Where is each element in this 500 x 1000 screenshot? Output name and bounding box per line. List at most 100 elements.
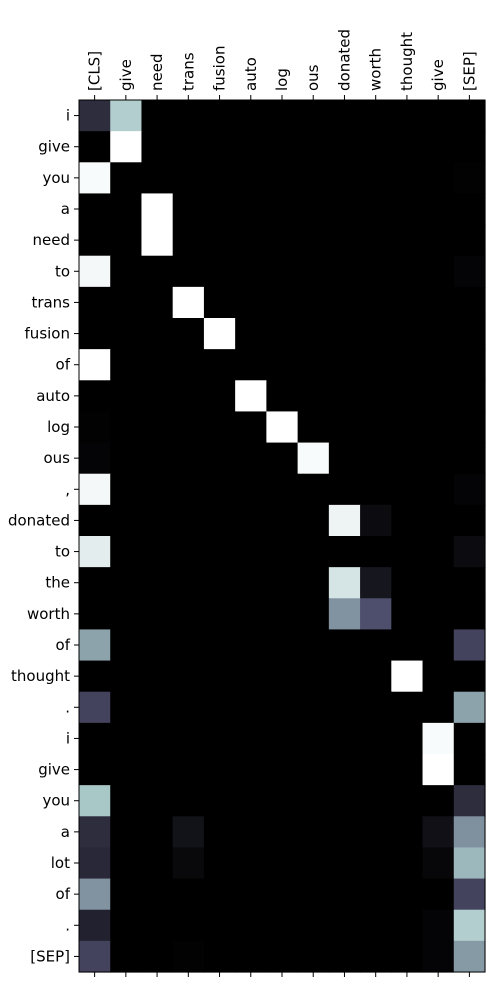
heatmap-cell [297,878,330,911]
heatmap-cells [79,100,486,973]
heatmap-cell [172,100,205,132]
heatmap-cell [453,536,486,568]
heatmap-cell [297,193,330,226]
heatmap-cell [360,691,392,724]
heatmap-cell [453,754,486,786]
heatmap-cell [297,847,330,880]
heatmap-cell [422,380,455,413]
y-tick-label: to [55,262,70,280]
heatmap-cell [453,411,486,444]
y-tick-label: i [66,729,70,747]
y-tick-label: trans [31,293,70,311]
heatmap-cell [203,504,236,537]
heatmap-cell [235,411,267,444]
y-tick-label: to [55,543,70,561]
heatmap-cell [110,785,143,817]
heatmap-cell [203,224,236,257]
heatmap-cell [297,598,330,631]
heatmap-cell [235,660,267,693]
heatmap-cell [79,598,111,631]
heatmap-cell [453,131,486,163]
x-tick-label: auto [242,57,260,91]
heatmap-cell [453,442,486,475]
y-tick-label: auto [36,387,70,405]
heatmap-cell [172,940,205,973]
heatmap-cell [328,878,361,911]
x-tick-label: ous [304,64,322,91]
heatmap-cell [391,504,424,537]
heatmap-cell [328,754,361,786]
heatmap-cell [266,660,299,693]
heatmap-cell [141,224,174,257]
heatmap-cell [328,536,361,568]
heatmap-cell [141,722,174,755]
heatmap-cell [235,380,267,413]
heatmap-cell [235,349,267,381]
heatmap-cell [110,442,143,475]
heatmap-cell [172,785,205,817]
heatmap-cell [360,660,392,693]
heatmap-cell [172,473,205,506]
heatmap-cell [422,816,455,849]
y-tick-label: the [45,574,70,592]
heatmap-cell [391,411,424,444]
heatmap-cell [360,193,392,226]
y-tick-label: . [65,916,70,934]
heatmap-cell [110,318,143,350]
heatmap-cell [328,909,361,942]
y-tick-label: of [56,356,71,374]
heatmap-cell [79,940,111,973]
heatmap-cell [360,442,392,475]
y-tick-label: i [66,107,70,125]
heatmap-cell [203,380,236,413]
heatmap-cell [235,286,267,319]
heatmap-cell [79,785,111,817]
heatmap-cell [360,255,392,288]
heatmap-cell [297,318,330,350]
heatmap-cell [391,691,424,724]
heatmap-cell [328,349,361,381]
heatmap-cell [297,380,330,413]
heatmap-cell [235,100,267,132]
heatmap-cell [203,660,236,693]
heatmap-cell [297,131,330,163]
heatmap-cell [110,909,143,942]
y-tick-label: a [61,200,70,218]
heatmap-cell [141,878,174,911]
heatmap-cell [79,411,111,444]
heatmap-cell [453,567,486,599]
heatmap-cell [203,816,236,849]
heatmap-cell [360,816,392,849]
heatmap-cell [203,255,236,288]
heatmap-cell [360,754,392,786]
heatmap-cell [110,847,143,880]
heatmap-cell [391,318,424,350]
x-tick-label: give [117,59,135,91]
heatmap-cell [328,691,361,724]
heatmap-cell [297,567,330,599]
heatmap-cell [297,816,330,849]
heatmap-cell [203,847,236,880]
heatmap-cell [172,847,205,880]
heatmap-cell [266,255,299,288]
heatmap-cell [453,785,486,817]
heatmap-cell [360,629,392,662]
heatmap-cell [360,536,392,568]
heatmap-cell [297,442,330,475]
heatmap-cell [360,567,392,599]
heatmap-cell [422,629,455,662]
heatmap-cell [110,536,143,568]
heatmap-cell [453,100,486,132]
heatmap-cell [391,442,424,475]
heatmap-cell [328,504,361,537]
heatmap-cell [203,598,236,631]
heatmap-cell [235,878,267,911]
y-tick-label: fusion [25,325,70,343]
heatmap-cell [453,629,486,662]
heatmap-cell [110,473,143,506]
heatmap-cell [266,816,299,849]
x-tick-label: thought [398,32,416,91]
heatmap-cell [235,536,267,568]
heatmap-cell [141,193,174,226]
heatmap-cell [391,847,424,880]
